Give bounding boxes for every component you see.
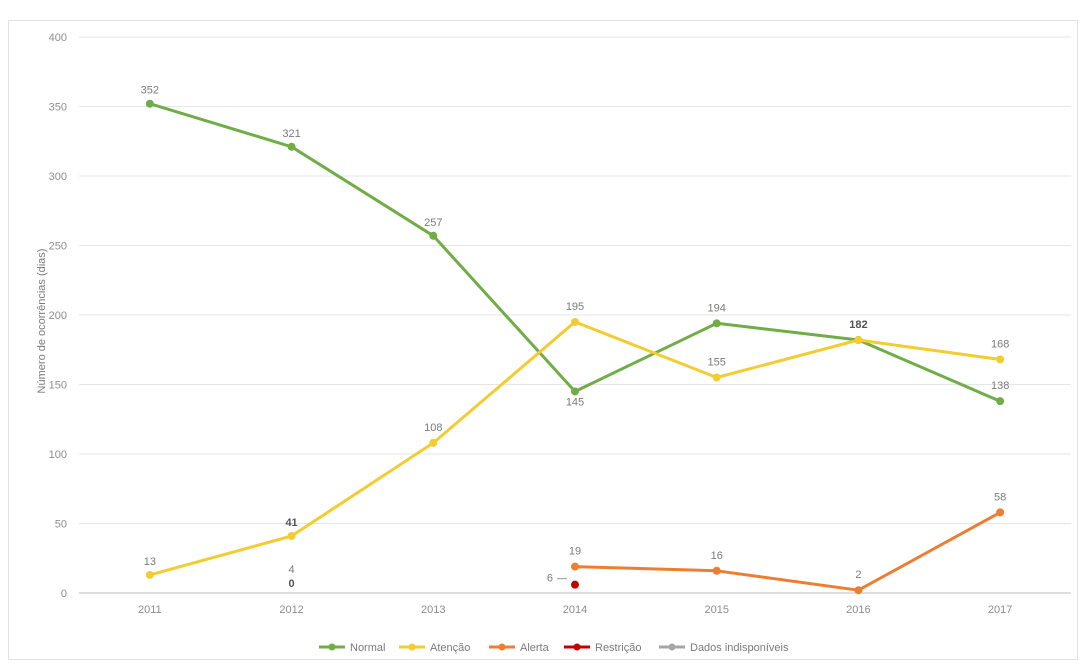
point-alerta bbox=[996, 508, 1005, 517]
data-label: 168 bbox=[991, 338, 1009, 350]
x-tick-label: 2011 bbox=[138, 604, 162, 616]
point-restricao bbox=[571, 580, 579, 589]
legend-label: Restrição bbox=[595, 642, 641, 654]
data-label: 138 bbox=[991, 380, 1009, 392]
x-tick-label: 2016 bbox=[846, 604, 870, 616]
y-tick-label: 50 bbox=[55, 519, 67, 531]
x-tick-label: 2013 bbox=[421, 604, 445, 616]
data-label: 41 bbox=[285, 517, 297, 529]
x-tick-label: 2012 bbox=[279, 604, 303, 616]
data-label: 194 bbox=[708, 302, 726, 314]
grid bbox=[79, 36, 1071, 594]
legend-marker bbox=[573, 643, 581, 651]
y-tick-label: 100 bbox=[49, 449, 67, 461]
point-atencao bbox=[854, 336, 863, 345]
y-tick-label: 0 bbox=[61, 588, 67, 600]
y-tick-label: 200 bbox=[49, 310, 67, 322]
point-atencao bbox=[571, 317, 579, 326]
y-tick-label: 250 bbox=[49, 241, 67, 253]
y-tick-label: 400 bbox=[49, 32, 67, 44]
y-axis-title: Número de ocorrências (dias) bbox=[36, 249, 48, 394]
legend-marker bbox=[328, 643, 336, 651]
data-label: 0 bbox=[289, 578, 295, 590]
series bbox=[145, 99, 1005, 595]
legend: Normal Atenção Alerta Restrição Dados indisp… bbox=[319, 642, 789, 654]
legend-label: Atenção bbox=[430, 642, 470, 654]
y-tick-label: 150 bbox=[49, 380, 67, 392]
series-line-alerta bbox=[574, 511, 1001, 592]
x-tick-label: 2014 bbox=[563, 604, 587, 616]
point-atencao bbox=[429, 438, 438, 447]
point-normal bbox=[996, 397, 1005, 406]
legend-item-normal[interactable]: Normal bbox=[319, 642, 385, 654]
y-tick-label: 300 bbox=[49, 171, 67, 183]
data-label: 19 bbox=[569, 546, 581, 558]
data-label: 13 bbox=[144, 556, 156, 568]
data-label: 16 bbox=[711, 550, 723, 562]
legend-marker bbox=[498, 643, 506, 651]
point-normal bbox=[712, 319, 721, 328]
x-axis-ticks: 2011 2012 2013 2014 2015 2016 2017 bbox=[138, 604, 1012, 616]
point-normal bbox=[287, 142, 296, 151]
data-label: 352 bbox=[141, 85, 159, 97]
data-label: 182 bbox=[849, 319, 867, 331]
legend-label: Alerta bbox=[520, 642, 550, 654]
legend-marker bbox=[408, 643, 416, 651]
point-atencao bbox=[145, 570, 154, 579]
point-atencao bbox=[996, 355, 1005, 364]
chart-frame: 0 50 100 150 200 250 300 350 400 2011 2012 2013 201… bbox=[8, 20, 1078, 660]
data-label: 321 bbox=[282, 128, 300, 140]
point-atencao bbox=[287, 532, 296, 541]
data-label: 145 bbox=[566, 396, 584, 408]
data-label: 257 bbox=[424, 217, 442, 229]
y-axis-ticks: 0 50 100 150 200 250 300 350 400 bbox=[49, 32, 67, 600]
data-label: 6 bbox=[547, 573, 553, 585]
point-alerta bbox=[712, 566, 721, 575]
data-label: 4 bbox=[289, 564, 295, 576]
point-alerta bbox=[571, 562, 579, 571]
x-tick-label: 2015 bbox=[704, 604, 728, 616]
data-label: 58 bbox=[994, 491, 1006, 503]
series-line-atencao bbox=[149, 320, 1001, 577]
x-tick-label: 2017 bbox=[988, 604, 1012, 616]
legend-label: Normal bbox=[350, 642, 385, 654]
data-label: 195 bbox=[566, 301, 584, 313]
point-normal bbox=[145, 99, 154, 108]
data-label: 108 bbox=[424, 422, 442, 434]
legend-item-alerta[interactable]: Alerta bbox=[489, 642, 550, 654]
legend-marker bbox=[668, 643, 676, 651]
point-normal bbox=[571, 387, 579, 396]
legend-label: Dados indisponíveis bbox=[690, 642, 789, 654]
data-label: 182 bbox=[849, 319, 867, 331]
y-tick-label: 350 bbox=[49, 102, 67, 114]
legend-item-restricao[interactable]: Restrição bbox=[564, 642, 641, 654]
legend-item-dados-indisponiveis[interactable]: Dados indisponíveis bbox=[659, 642, 789, 654]
data-label: 2 bbox=[855, 569, 861, 581]
point-normal bbox=[429, 231, 438, 240]
data-label: 155 bbox=[708, 357, 726, 369]
data-labels: 3523212571451941821381341108195155182168… bbox=[141, 85, 1010, 590]
point-atencao bbox=[712, 373, 721, 382]
legend-item-atencao[interactable]: Atenção bbox=[399, 642, 470, 654]
point-alerta bbox=[854, 586, 863, 595]
series-line-normal bbox=[149, 102, 1001, 403]
